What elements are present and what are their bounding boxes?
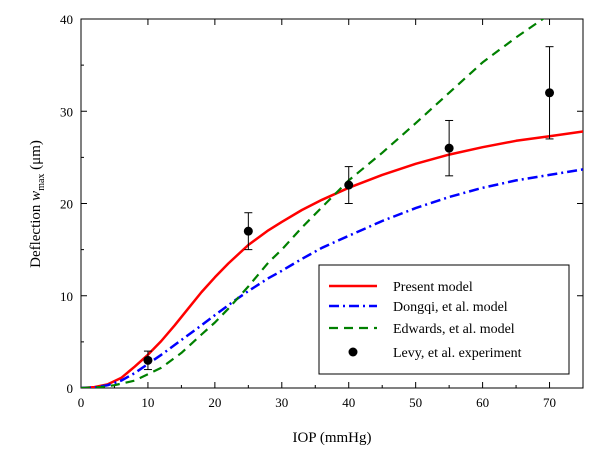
x-tick-label: 40: [342, 395, 355, 410]
legend-label-edwards-model: Edwards, et al. model: [393, 322, 515, 337]
legend-box: [318, 264, 570, 375]
x-tick-label: 30: [275, 395, 288, 410]
y-tick-label: 20: [60, 197, 73, 212]
experiment-point: [545, 88, 555, 98]
y-axis-label-variable: w: [28, 191, 44, 201]
series-line-dongqi-et-al-model: [81, 168, 583, 388]
y-axis-label-prefix: Deflection: [28, 201, 44, 268]
experiment-point: [243, 226, 253, 236]
y-axis-label-subscript: max: [36, 174, 47, 191]
experiment-point: [444, 143, 454, 153]
experiment-point: [143, 355, 153, 365]
x-tick-label: 70: [543, 395, 556, 410]
axis-ticks: 0 10 20 30 40 50 60 70 0 10 20 30 40: [60, 12, 583, 410]
legend-label-present-model: Present model: [393, 280, 473, 295]
y-tick-label: 30: [60, 104, 73, 119]
legend: Present model Dongqi, et al. model Edwar…: [318, 264, 570, 375]
y-axis-label: Deflection wmax (μm): [28, 140, 47, 268]
x-axis-label: IOP (mmHg): [292, 430, 371, 446]
x-tick-label: 10: [141, 395, 154, 410]
y-tick-label: 10: [60, 289, 73, 304]
x-tick-label: 50: [409, 395, 422, 410]
legend-label-levy-experiment: Levy, et al. experiment: [393, 346, 522, 361]
y-axis-label-unit: (μm): [28, 140, 44, 173]
x-tick-label: 60: [476, 395, 489, 410]
legend-label-dongqi-model: Dongqi, et al. model: [393, 300, 508, 315]
y-tick-label: 40: [60, 12, 73, 27]
experiment-points: [143, 46, 555, 371]
y-tick-label: 0: [67, 381, 74, 396]
series-line-edwards-et-al-model: [81, 19, 545, 388]
experiment-point: [344, 180, 354, 190]
legend-swatch-levy-experiment: [348, 347, 358, 357]
x-tick-label: 20: [208, 395, 221, 410]
x-tick-label: 0: [78, 395, 85, 410]
